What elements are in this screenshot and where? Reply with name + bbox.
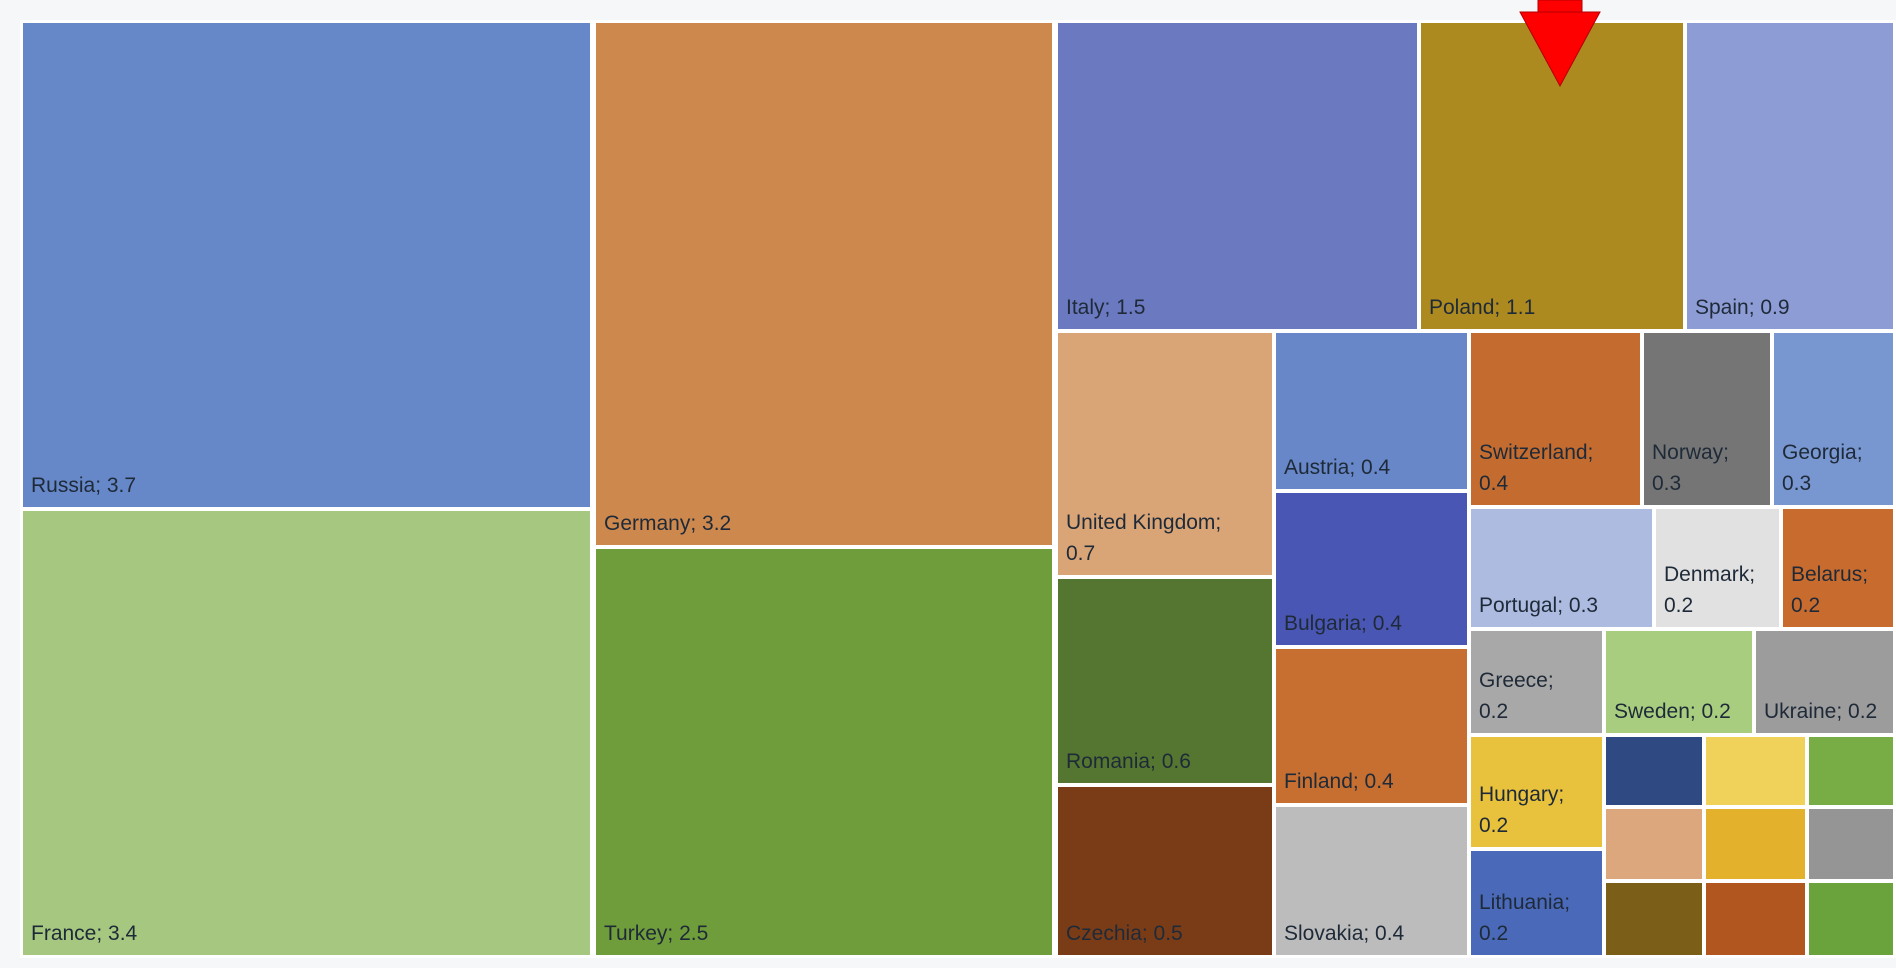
tile-label: Belarus; 0.2 (1791, 563, 1869, 617)
tile-label: United Kingdom; 0.7 (1066, 511, 1222, 565)
tile-france: France; 3.4 (20, 508, 593, 958)
tile-greece: Greece; 0.2 (1468, 628, 1605, 736)
tile-label: Greece; 0.2 (1479, 669, 1554, 723)
tile-norway: Norway; 0.3 (1641, 330, 1773, 508)
tile-spain: Spain; 0.9 (1684, 20, 1896, 332)
tile-unlabeled-29 (1703, 806, 1808, 882)
tile-poland: Poland; 1.1 (1418, 20, 1686, 332)
tile-unlabeled-28 (1603, 806, 1705, 882)
tile-unlabeled-30 (1806, 806, 1896, 882)
tile-label: Bulgaria; 0.4 (1284, 611, 1402, 635)
tile-belarus: Belarus; 0.2 (1780, 506, 1896, 630)
tile-hungary: Hungary; 0.2 (1468, 734, 1605, 850)
tile-ukraine: Ukraine; 0.2 (1753, 628, 1896, 736)
tile-unlabeled-25 (1603, 734, 1705, 808)
tile-label: Hungary; 0.2 (1479, 783, 1565, 837)
tile-bulgaria: Bulgaria; 0.4 (1273, 490, 1470, 648)
tile-label: Georgia; 0.3 (1782, 441, 1863, 495)
tile-finland: Finland; 0.4 (1273, 646, 1470, 806)
tile-turkey: Turkey; 2.5 (593, 546, 1055, 958)
tile-label: Spain; 0.9 (1695, 295, 1790, 319)
tile-switzerland: Switzerland; 0.4 (1468, 330, 1643, 508)
tile-sweden: Sweden; 0.2 (1603, 628, 1755, 736)
tile-label: Czechia; 0.5 (1066, 921, 1183, 945)
tile-label: Lithuania; 0.2 (1479, 891, 1571, 945)
tile-label: Russia; 3.7 (31, 473, 137, 497)
tile-austria: Austria; 0.4 (1273, 330, 1470, 492)
tile-label: Denmark; 0.2 (1664, 563, 1756, 617)
tile-czechia: Czechia; 0.5 (1055, 784, 1275, 958)
tile-italy: Italy; 1.5 (1055, 20, 1420, 332)
tile-unlabeled-32 (1703, 880, 1808, 958)
tile-label: Austria; 0.4 (1284, 455, 1391, 479)
tile-label: Sweden; 0.2 (1614, 699, 1731, 723)
tile-georgia: Georgia; 0.3 (1771, 330, 1896, 508)
tile-united-kingdom: United Kingdom; 0.7 (1055, 330, 1275, 578)
tile-label: Turkey; 2.5 (604, 921, 709, 945)
tile-portugal: Portugal; 0.3 (1468, 506, 1655, 630)
tile-unlabeled-26 (1703, 734, 1808, 808)
tile-label: Switzerland; 0.4 (1479, 441, 1594, 495)
tile-lithuania: Lithuania; 0.2 (1468, 848, 1605, 958)
tile-label: Ukraine; 0.2 (1764, 699, 1878, 723)
tile-label: Portugal; 0.3 (1479, 593, 1599, 617)
tile-slovakia: Slovakia; 0.4 (1273, 804, 1470, 958)
tile-label: Poland; 1.1 (1429, 295, 1536, 319)
tile-germany: Germany; 3.2 (593, 20, 1055, 548)
tile-unlabeled-33 (1806, 880, 1896, 958)
tile-russia: Russia; 3.7 (20, 20, 593, 510)
tile-label: Slovakia; 0.4 (1284, 921, 1405, 945)
tile-romania: Romania; 0.6 (1055, 576, 1275, 786)
tile-label: Norway; 0.3 (1652, 441, 1730, 495)
tile-label: Romania; 0.6 (1066, 749, 1191, 773)
tile-label: Italy; 1.5 (1066, 295, 1146, 319)
tile-unlabeled-31 (1603, 880, 1705, 958)
tile-unlabeled-27 (1806, 734, 1896, 808)
tile-label: Finland; 0.4 (1284, 769, 1394, 793)
tile-denmark: Denmark; 0.2 (1653, 506, 1782, 630)
tile-label: Germany; 3.2 (604, 511, 732, 535)
tile-label: France; 3.4 (31, 921, 138, 945)
